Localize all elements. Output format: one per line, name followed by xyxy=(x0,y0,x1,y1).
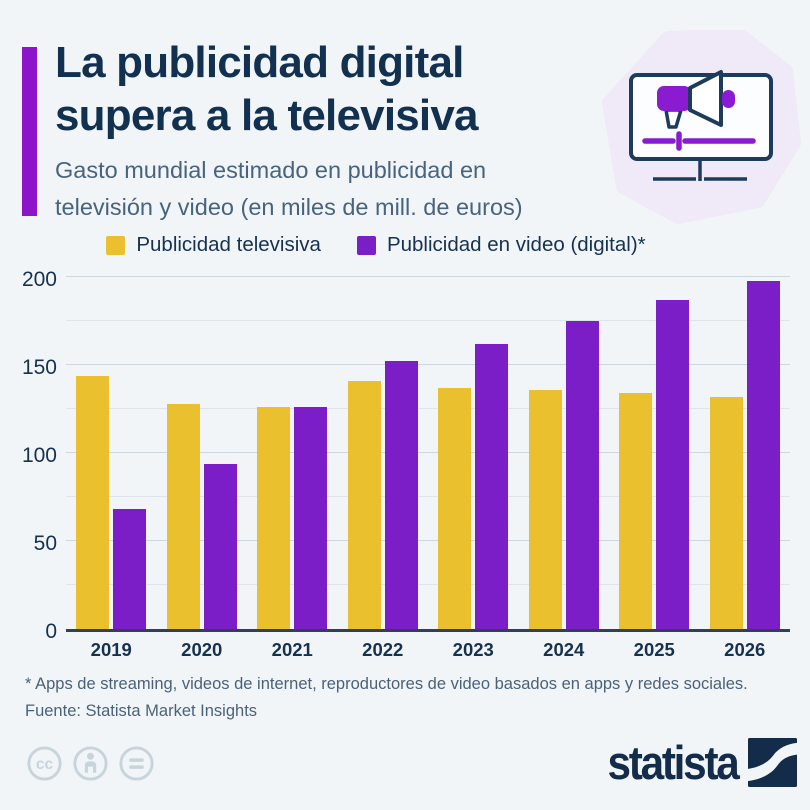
bar-group-2026: 2026 xyxy=(700,272,791,660)
gridline-125 xyxy=(66,408,790,409)
gridline-200 xyxy=(66,276,790,277)
hero-illustration xyxy=(602,28,802,228)
subtitle-line-1: Gasto mundial estimado en publicidad en xyxy=(55,157,487,183)
bar-tv-2019 xyxy=(76,375,110,629)
y-tick-200: 200 xyxy=(21,268,57,291)
x-tick-2023: 2023 xyxy=(452,639,494,660)
x-tick-2024: 2024 xyxy=(543,639,585,660)
bar-video-2020 xyxy=(203,463,237,629)
y-tick-0: 0 xyxy=(45,620,57,643)
title-line-2: supera a la televisiva xyxy=(55,91,478,140)
bar-video-2021 xyxy=(294,407,328,629)
bar-group-2022: 2022 xyxy=(338,272,429,660)
statista-logo[interactable]: statista xyxy=(593,738,797,787)
bar-group-2019: 2019 xyxy=(66,272,157,660)
source-line: Fuente: Statista Market Insights xyxy=(25,702,258,720)
megaphone-sound-pill xyxy=(722,90,735,108)
bar-video-2022 xyxy=(384,361,418,629)
video-legend-label: Publicidad en video (digital)* xyxy=(386,233,646,256)
bar-tv-2022 xyxy=(347,380,381,629)
bar-tv-2021 xyxy=(257,407,291,629)
bar-video-2019 xyxy=(113,509,147,629)
video-swatch xyxy=(356,235,376,255)
page-title: La publicidad digital supera a la televi… xyxy=(55,36,478,142)
title-accent-bar xyxy=(22,47,37,216)
bar-tv-2020 xyxy=(166,403,200,629)
bar-tv-2025 xyxy=(619,393,653,629)
bar-tv-2023 xyxy=(438,387,472,629)
tv-legend-label: Publicidad televisiva xyxy=(136,233,321,256)
monitor-megaphone-video-ad-icon xyxy=(602,28,801,224)
legend: Publicidad televisiva Publicidad en vide… xyxy=(0,233,810,257)
legend-item-video: Publicidad en video (digital)* xyxy=(356,233,646,257)
bar-chart-plot: 2019 2020 2021 2022 2023 2024 2025 2026 xyxy=(66,272,791,660)
attribution-person-icon[interactable] xyxy=(72,745,109,782)
gridline-75 xyxy=(66,496,790,497)
bar-tv-2026 xyxy=(709,396,743,629)
x-tick-2020: 2020 xyxy=(181,639,223,660)
megaphone-body xyxy=(657,86,691,111)
footnote: * Apps de streaming, videos de internet,… xyxy=(25,675,748,693)
chart-subtitle: Gasto mundial estimado en publicidad en … xyxy=(55,152,523,226)
gridline-175 xyxy=(66,320,790,321)
x-tick-2019: 2019 xyxy=(90,639,132,660)
equals-icon[interactable] xyxy=(118,745,155,782)
gridline-25 xyxy=(66,584,790,585)
tv-swatch xyxy=(106,235,126,255)
x-tick-2021: 2021 xyxy=(271,639,313,660)
bar-video-2026 xyxy=(746,280,780,629)
bar-video-2025 xyxy=(656,299,690,629)
bar-group-2021: 2021 xyxy=(247,272,338,660)
bar-group-2023: 2023 xyxy=(428,272,519,660)
bar-video-2023 xyxy=(475,343,509,629)
y-tick-50: 50 xyxy=(33,532,57,555)
x-tick-2022: 2022 xyxy=(362,639,404,660)
statista-swoosh-icon xyxy=(748,738,797,787)
title-line-1: La publicidad digital xyxy=(55,38,464,87)
statista-logo-text: statista xyxy=(607,735,740,789)
x-tick-2025: 2025 xyxy=(633,639,675,660)
bar-group-2024: 2024 xyxy=(519,272,610,660)
x-tick-2026: 2026 xyxy=(724,639,766,660)
bar-group-2025: 2025 xyxy=(609,272,700,660)
y-axis-labels: 0 50 100 150 200 xyxy=(0,268,57,643)
bar-video-2024 xyxy=(565,321,599,629)
bar-tv-2024 xyxy=(528,389,562,629)
megaphone-cone xyxy=(688,70,723,127)
bar-group-2020: 2020 xyxy=(157,272,248,660)
gridline-100 xyxy=(66,452,790,453)
y-tick-150: 150 xyxy=(21,356,57,379)
subtitle-line-2: televisión y video (en miles de mill. de… xyxy=(55,194,523,220)
y-tick-100: 100 xyxy=(21,444,57,467)
svg-text:cc: cc xyxy=(36,756,54,773)
license-icons: cc xyxy=(26,745,155,782)
gridline-150 xyxy=(66,364,790,365)
gridline-50 xyxy=(66,540,790,541)
legend-item-tv: Publicidad televisiva xyxy=(106,233,321,257)
cc-icon[interactable]: cc xyxy=(26,745,63,782)
